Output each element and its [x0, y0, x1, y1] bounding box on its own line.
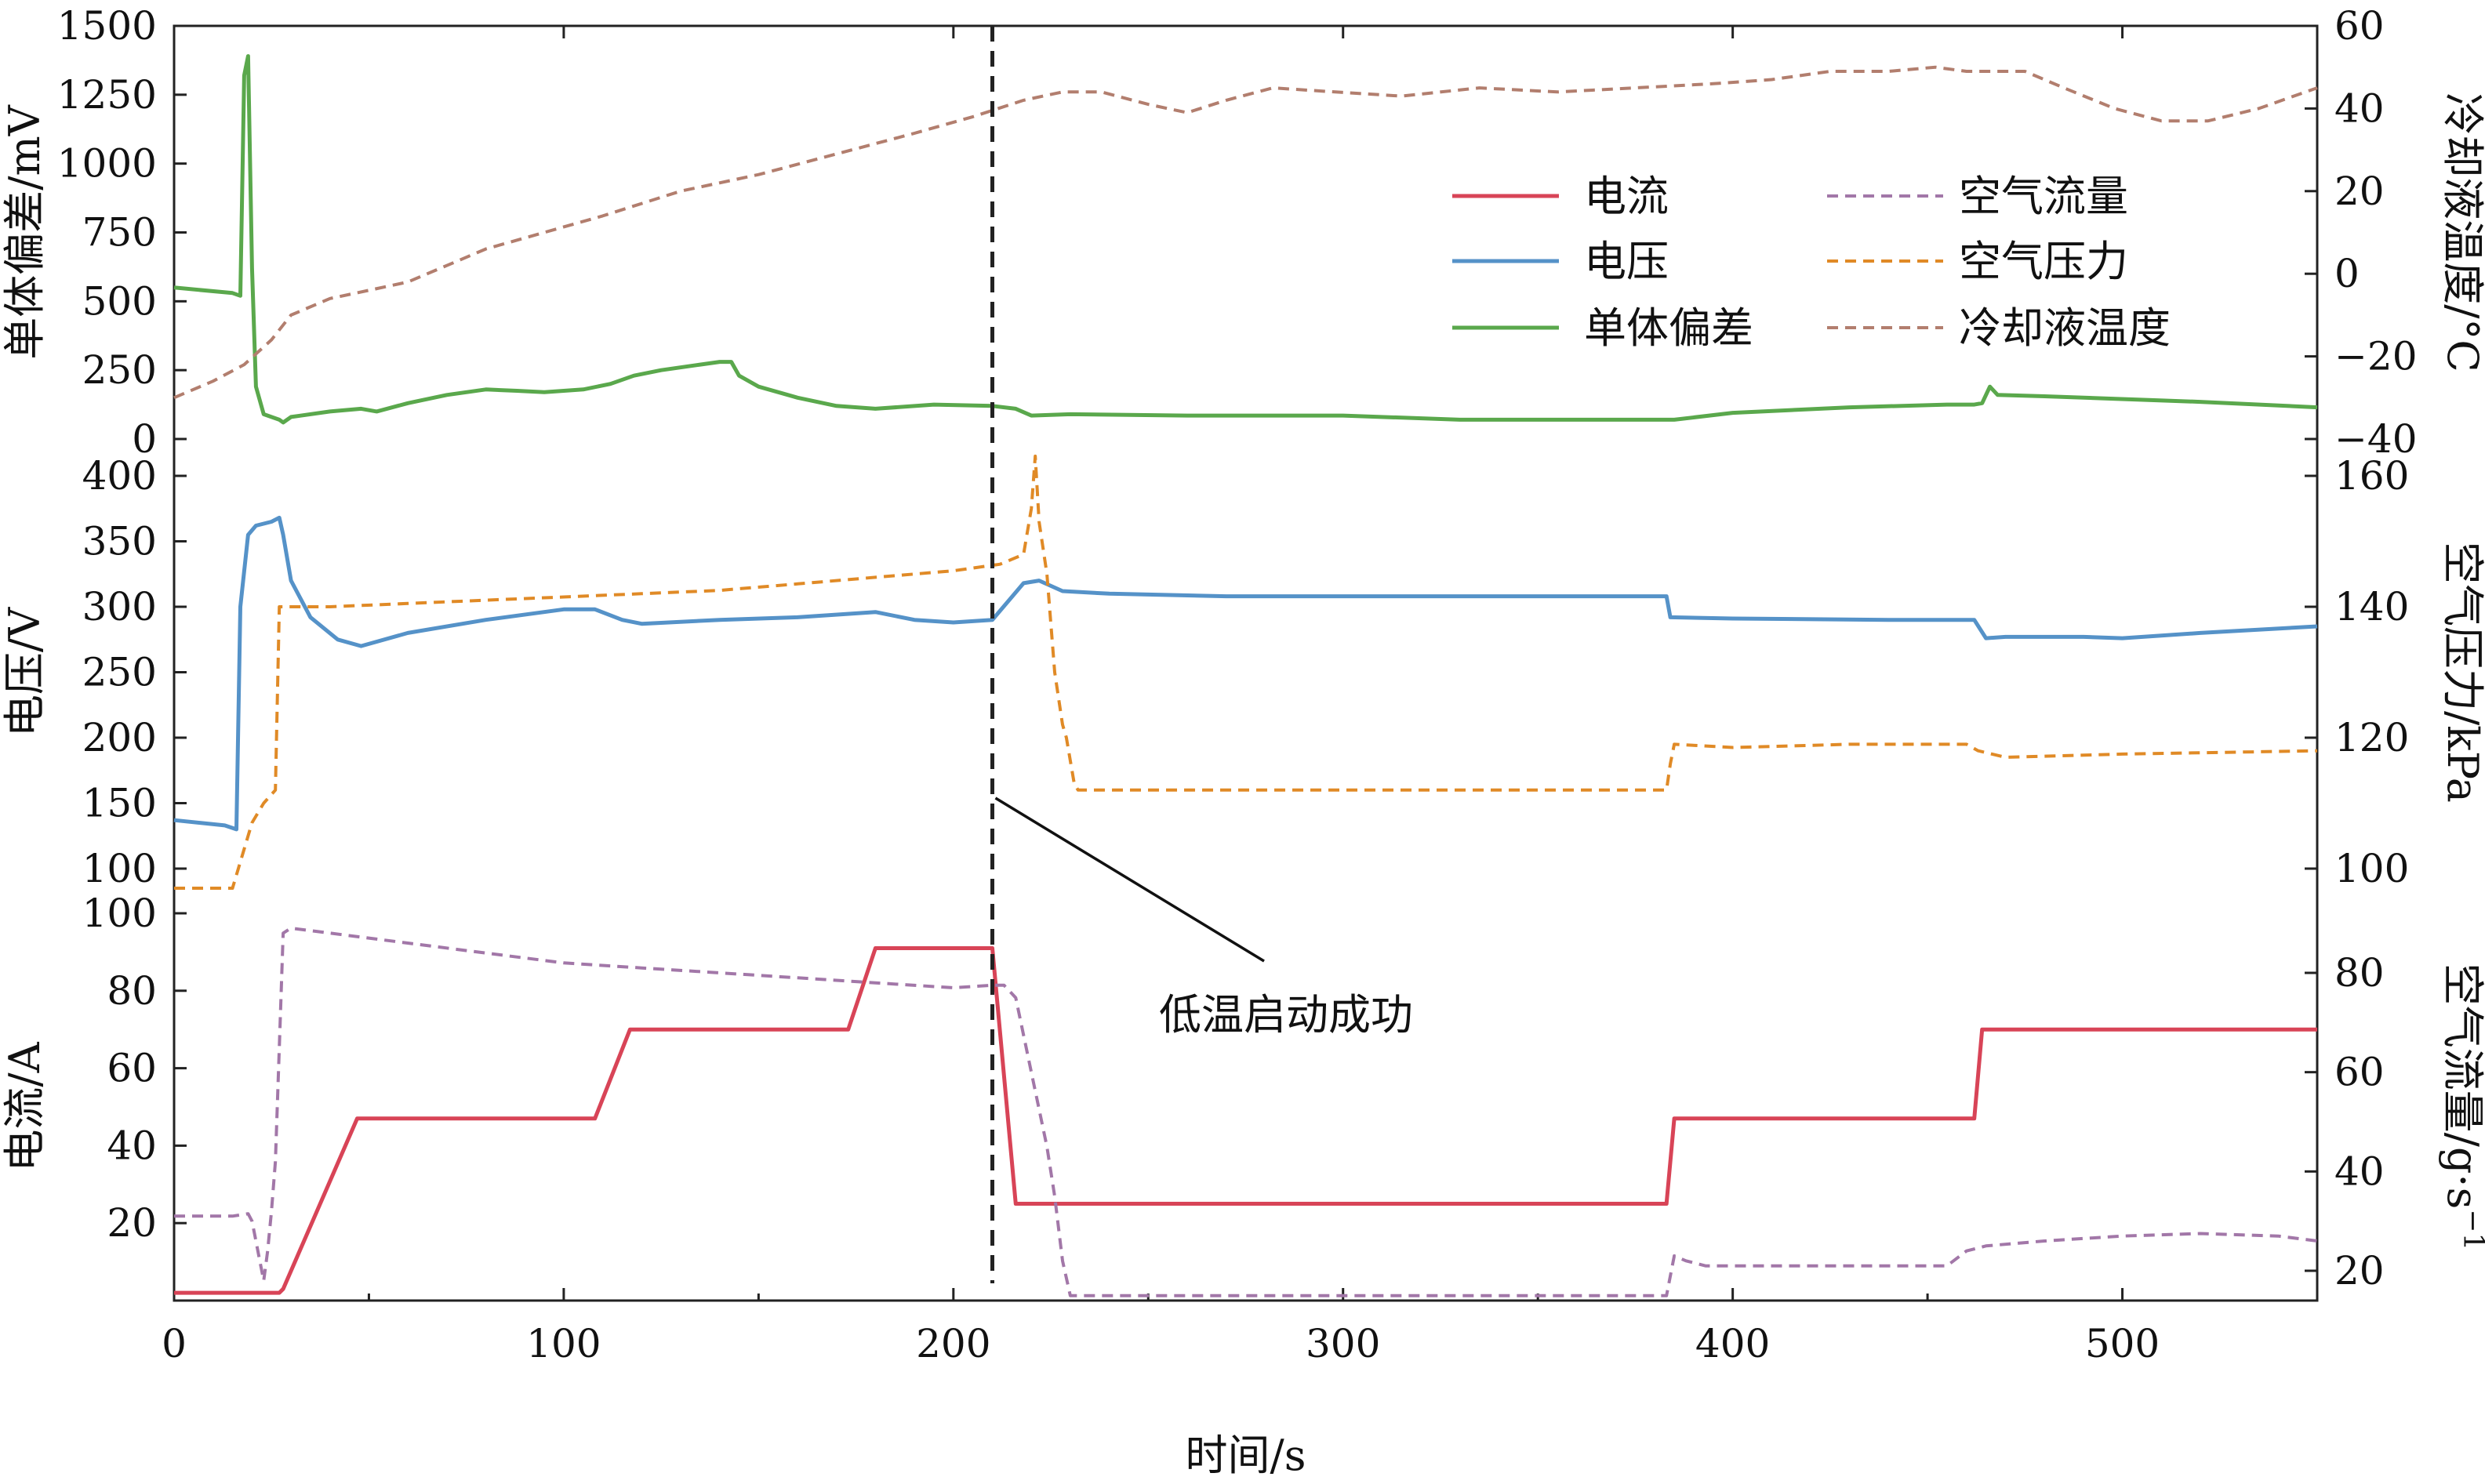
- legend-label-air_flow: 空气流量: [1959, 172, 2128, 221]
- series-voltage: [173, 515, 2318, 832]
- top-left-tick-label: 1250: [57, 72, 157, 118]
- x-tick-label: 200: [916, 1321, 990, 1366]
- mid-left-tick-label: 250: [82, 650, 157, 695]
- x-tick-label: 100: [526, 1321, 601, 1366]
- axis-ticks: 0250500750100012501500−40−20020406010015…: [57, 3, 2418, 1366]
- mid-left-tick-label: 100: [82, 846, 157, 891]
- x-tick-label: 500: [2085, 1321, 2160, 1366]
- bot-right-tick-label: 40: [2334, 1148, 2385, 1194]
- top-left-tick-label: 250: [82, 347, 157, 393]
- series-coolant_temp: [173, 65, 2318, 400]
- mid-left-tick-label: 350: [82, 519, 157, 564]
- legend-label-coolant_temp: 冷却液温度: [1959, 303, 2171, 353]
- series-layer: [173, 54, 2318, 1297]
- mid-right-axis-title: 空气压力/kPa: [2438, 542, 2485, 803]
- bot-right-tick-label: 20: [2334, 1248, 2385, 1294]
- legend-label-air_pressure: 空气压力: [1959, 237, 2128, 286]
- top-left-axis-title: 单体偏差/mV: [0, 104, 49, 359]
- bot-left-axis-title: 电流/A: [0, 1041, 49, 1171]
- panel-frames: [173, 24, 2319, 1302]
- mid-left-tick-label: 400: [82, 453, 157, 499]
- bot-right-tick-label: 80: [2334, 950, 2385, 996]
- bot-right-axis-title: 空气流量/g·s−1: [2438, 963, 2485, 1251]
- x-tick-label: 400: [1695, 1321, 1770, 1366]
- mid-right-tick-label: 160: [2334, 453, 2409, 499]
- top-left-tick-label: 750: [82, 210, 157, 256]
- top-left-tick-label: 500: [82, 278, 157, 324]
- series-cell_dev: [173, 54, 2318, 425]
- x-tick-label: 300: [1306, 1321, 1380, 1366]
- bot-right-tick-label: 60: [2334, 1050, 2385, 1095]
- legend-label-current: 电流: [1584, 172, 1669, 221]
- bot-left-tick-label: 100: [82, 891, 157, 936]
- bot-left-tick-label: 80: [107, 968, 157, 1014]
- series-air_flow: [174, 927, 2318, 1297]
- bot-left-tick-label: 20: [107, 1200, 157, 1246]
- x-axis-title: 时间/s: [1186, 1431, 1306, 1480]
- mid-right-tick-label: 100: [2334, 846, 2409, 891]
- series-air_pressure: [174, 454, 2318, 890]
- mid-left-tick-label: 150: [82, 781, 157, 826]
- top-left-tick-label: 1000: [57, 141, 157, 187]
- bot-left-tick-label: 40: [107, 1123, 157, 1168]
- mid-left-axis-title: 电压/V: [0, 607, 49, 737]
- top-right-tick-label: 0: [2334, 251, 2360, 296]
- top-right-tick-label: 20: [2334, 169, 2385, 214]
- top-right-tick-label: 60: [2334, 3, 2385, 49]
- top-right-tick-label: −40: [2334, 416, 2418, 462]
- top-left-tick-label: 1500: [57, 3, 157, 49]
- top-right-axis-title: 冷却液温度/°C: [2438, 93, 2485, 372]
- mid-right-tick-label: 140: [2334, 584, 2409, 630]
- top-right-tick-label: −20: [2334, 334, 2418, 379]
- plot-frame: [173, 24, 2319, 1302]
- axis-titles: 单体偏差/mV 冷却液温度/°C 电压/V 空气压力/kPa 电流/A 空气流量/g·s−…: [0, 93, 2485, 1480]
- series-current: [174, 946, 2317, 1295]
- annotation-leader-line: [994, 796, 1265, 963]
- mid-left-tick-label: 200: [82, 715, 157, 760]
- annotation-label: 低温启动成功: [1159, 990, 1413, 1040]
- top-right-tick-label: 40: [2334, 85, 2385, 131]
- mid-left-tick-label: 300: [82, 584, 157, 630]
- legend-label-voltage: 电压: [1584, 237, 1669, 286]
- x-tick-label: 0: [162, 1321, 187, 1366]
- top-left-tick-label: 0: [132, 416, 157, 462]
- legend-label-cell_dev: 单体偏差: [1584, 303, 1753, 353]
- annotation-layer: 低温启动成功: [990, 26, 1413, 1283]
- mid-right-tick-label: 120: [2334, 715, 2409, 760]
- bot-left-tick-label: 60: [107, 1046, 157, 1091]
